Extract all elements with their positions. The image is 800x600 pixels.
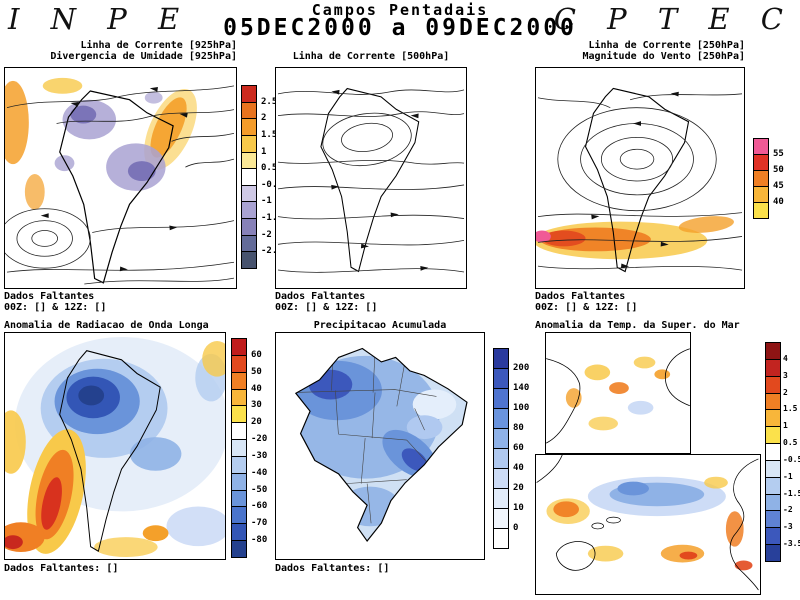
australia-coastline: [555, 541, 596, 571]
p1-footer-line1: Dados Faltantes: [4, 291, 95, 302]
inpe-logo: I N P E: [8, 2, 191, 36]
south-america-coastline: [59, 90, 174, 284]
sst-shading-pacific: [546, 476, 753, 571]
p3-colorbar: 55 50 45 40: [753, 138, 784, 219]
p1-title-line2: Divergencia de Umidade [925hPa]: [50, 51, 237, 62]
south-america-coastline: [584, 87, 690, 273]
p5-footer: Dados Faltantes: []: [275, 563, 390, 574]
p6-colorbar: 4 3 2 1.5 1 0.5 -0.5 -1 -1.5 -2 -3 -3.5: [765, 342, 800, 562]
p1-footer-line2: 00Z: [] & 12Z: []: [4, 302, 107, 313]
date-range: 05DEC2000 a 09DEC2000: [223, 15, 577, 41]
streamlines: [5, 85, 235, 285]
map-sst-anomaly-atlantic: [545, 332, 691, 454]
map-olr-anomaly: [4, 332, 226, 560]
p1-colorbar: 2.5 2 1.5 1 0.5 -0.5 -1 -1.5 -2 -2.5: [241, 85, 283, 269]
streamline-arrows: [591, 91, 679, 269]
asia-coastline: [536, 455, 563, 483]
p3-title-line1: Linha de Corrente [250hPa]: [588, 40, 745, 51]
precipitation-shading: [295, 355, 457, 527]
moisture-divergence-shading: [5, 77, 197, 210]
p5-colorbar: 200 140 100 80 60 40 20 10 0: [493, 348, 529, 549]
south-america-coastline: [320, 87, 420, 273]
streamline-arrows: [331, 89, 429, 271]
p4-title: Anomalia de Radiacao de Onda Longa: [4, 320, 209, 331]
map-streamlines-250hpa: [535, 67, 745, 289]
p2-footer-line2: 00Z: [] & 12Z: []: [275, 302, 378, 313]
sst-shading-atlantic: [565, 356, 671, 431]
state-borders: [295, 348, 437, 524]
cptec-logo: C P T E C: [553, 2, 794, 36]
p2-title: Linha de Corrente [500hPa]: [292, 51, 450, 62]
p4-colorbar: 60 50 40 30 20 -20 -30 -40 -50 -60 -70 -80: [231, 338, 267, 558]
map-sst-anomaly-pacific: [535, 454, 761, 595]
p1-title-line1: Linha de Corrente [925hPa]: [80, 40, 237, 51]
p2-footer-line1: Dados Faltantes: [275, 291, 366, 302]
p5-title: Precipitacao Acumulada: [313, 320, 447, 331]
p3-footer-line1: Dados Faltantes: [535, 291, 626, 302]
page-title: Campos Pentadais: [311, 1, 489, 19]
south-america-coastline: [59, 350, 161, 553]
brazil-outline: [294, 347, 468, 542]
p6-title: Anomalia da Temp. da Super. do Mar: [535, 320, 740, 331]
americas-west-coast: [729, 458, 759, 591]
island-outline: [591, 522, 604, 530]
map-streamlines-925hpa: [4, 67, 237, 289]
map-precipitation-brazil: [275, 332, 485, 560]
p3-footer-line2: 00Z: [] & 12Z: []: [535, 302, 638, 313]
streamlines: [537, 93, 743, 271]
map-streamlines-500hpa: [275, 67, 467, 289]
p4-footer: Dados Faltantes: []: [4, 563, 119, 574]
south-america-east-coast: [546, 358, 581, 444]
streamlines: [277, 89, 465, 273]
olr-anomaly-shading: [5, 337, 225, 557]
p3-title-line2: Magnitude do Vento [250hPa]: [582, 51, 745, 62]
island-outline: [606, 516, 621, 524]
streamline-arrows: [40, 87, 188, 272]
africa-west-coast: [664, 348, 690, 407]
